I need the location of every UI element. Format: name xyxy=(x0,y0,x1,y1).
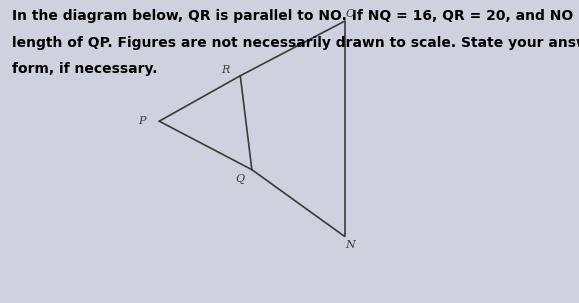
Text: form, if necessary.: form, if necessary. xyxy=(12,62,157,76)
Text: length of QP. Figures are not necessarily drawn to scale. State your answer in s: length of QP. Figures are not necessaril… xyxy=(12,36,579,50)
Text: P: P xyxy=(138,116,145,126)
Text: R: R xyxy=(222,65,230,75)
Text: O: O xyxy=(346,8,355,19)
Text: Q: Q xyxy=(236,174,245,184)
Text: In the diagram below, QR is parallel to NO. If NQ = 16, QR = 20, and NO = 38, fi: In the diagram below, QR is parallel to … xyxy=(12,9,579,23)
Text: N: N xyxy=(346,240,355,251)
